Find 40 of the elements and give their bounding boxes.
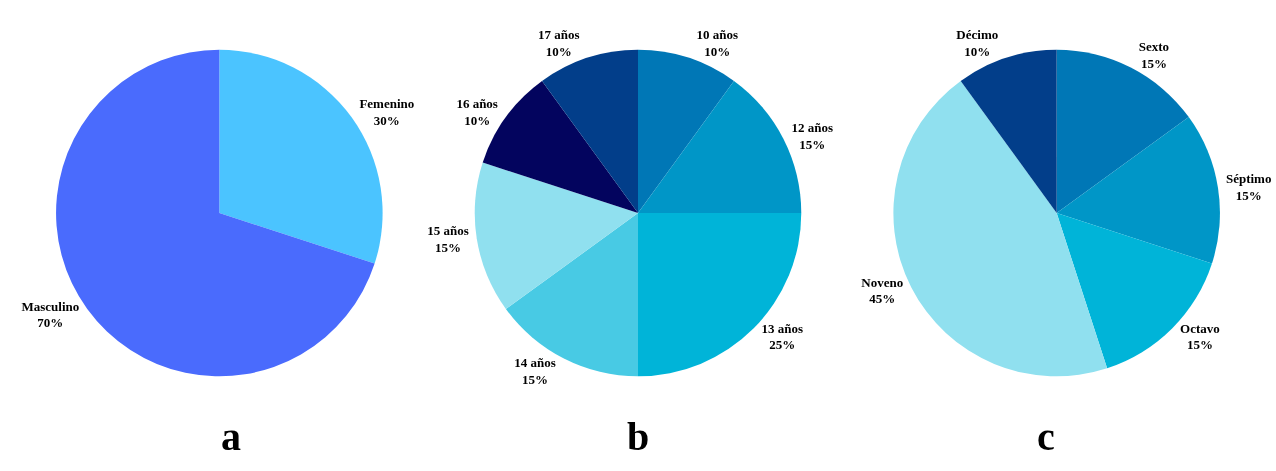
data-label: 30% [373, 112, 400, 128]
pie-slice [1056, 49, 1189, 214]
data-label: 15% [799, 136, 826, 152]
text: b [627, 414, 650, 459]
slice-label: Sexto [1138, 38, 1170, 54]
data-label: 10% [964, 44, 991, 60]
slice-label: 15 años [427, 223, 469, 239]
slice-label: 17 años [538, 27, 580, 43]
data-label: 10% [545, 44, 572, 60]
data-label: 25% [769, 337, 796, 353]
pie-slice [474, 162, 638, 310]
text: c [1037, 414, 1055, 459]
data-label: 15% [1186, 337, 1213, 353]
pie-slice [542, 49, 638, 214]
data-label: 15% [1235, 188, 1262, 204]
pie-slice [960, 49, 1057, 214]
data-label: 15% [434, 239, 461, 255]
slice-label: Décimo [956, 27, 999, 43]
pie-slice [638, 213, 802, 377]
slice-label: 16 años [456, 95, 498, 111]
slice-label: Femenino [359, 95, 415, 111]
text: a [221, 414, 241, 459]
slice-label: Masculino [21, 298, 80, 314]
pie-slice [1056, 117, 1220, 264]
data-label: 10% [704, 44, 731, 60]
data-label: 15% [1140, 55, 1167, 71]
slice-label: 10 años [696, 27, 738, 43]
slice-label: Séptimo [1225, 171, 1272, 187]
data-label: 45% [869, 291, 896, 307]
pie-slice [638, 49, 734, 214]
slice-label: 13 años [761, 320, 803, 336]
pie-slice [505, 213, 638, 377]
slice-label: 14 años [514, 355, 556, 371]
slice-label: Noveno [861, 274, 904, 290]
slice-label: Octavo [1180, 320, 1220, 336]
data-label: 10% [464, 112, 491, 128]
pie-slice [638, 80, 802, 214]
data-label: 15% [522, 372, 549, 388]
slice-label: 12 años [791, 119, 834, 135]
data-label: 70% [37, 315, 64, 331]
